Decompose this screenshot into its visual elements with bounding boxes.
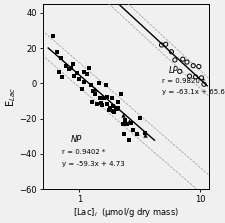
Point (77, 78, 81, 81)
Point (97, 82, 100, 85)
Text: LP: LP (168, 66, 178, 75)
Point (105, 95, 109, 99)
Point (72, 74, 75, 78)
Point (163, 43, 167, 46)
Point (110, 110, 114, 113)
Point (93, 87, 97, 91)
Point (80, 87, 83, 91)
Point (108, 106, 112, 110)
Point (112, 110, 116, 114)
Point (199, 76, 202, 80)
Point (71, 62, 74, 65)
Point (143, 133, 146, 136)
Point (106, 108, 110, 111)
Point (118, 92, 122, 95)
Y-axis label: E$_{Lac}$: E$_{Lac}$ (4, 87, 18, 107)
Point (135, 131, 138, 135)
Point (201, 83, 205, 86)
Text: r = 0.9402 *: r = 0.9402 * (62, 149, 105, 155)
Point (91, 89, 94, 92)
Point (90, 100, 94, 103)
Point (115, 106, 119, 110)
Point (172, 58, 176, 62)
Point (93, 92, 97, 95)
Point (104, 83, 107, 87)
Point (116, 100, 119, 104)
Text: y = -59.3x + 4.73: y = -59.3x + 4.73 (62, 161, 124, 167)
Point (159, 43, 163, 47)
Point (169, 50, 173, 54)
Point (82, 70, 86, 73)
Point (67, 68, 71, 71)
Point (81, 80, 85, 84)
Point (184, 60, 188, 64)
Point (104, 102, 108, 106)
Point (75, 71, 78, 75)
Point (123, 119, 126, 122)
Point (135, 132, 138, 136)
Point (121, 113, 124, 117)
Point (69, 67, 72, 70)
Text: y = -63.1x + 65.6: y = -63.1x + 65.6 (161, 89, 223, 95)
Point (115, 106, 118, 109)
Point (143, 131, 146, 135)
Point (99, 101, 102, 105)
Point (98, 96, 101, 100)
Text: r = 0.9820 *: r = 0.9820 * (161, 78, 204, 85)
Point (51, 34, 54, 38)
Point (102, 97, 105, 100)
Point (122, 132, 125, 136)
Point (196, 65, 200, 68)
Point (55, 50, 58, 54)
Point (64, 64, 68, 68)
Point (100, 104, 104, 107)
Point (131, 128, 135, 132)
Point (59, 56, 62, 60)
Point (109, 96, 113, 99)
Point (187, 74, 191, 78)
Point (127, 138, 131, 142)
Point (129, 121, 133, 124)
Point (87, 66, 90, 70)
Point (113, 107, 117, 110)
Point (108, 106, 112, 109)
Point (95, 102, 99, 106)
Point (57, 70, 61, 74)
Point (100, 95, 104, 98)
Point (60, 75, 64, 78)
X-axis label: [Lac]$_i$  (μmol/g dry mass): [Lac]$_i$ (μmol/g dry mass) (73, 206, 179, 219)
Point (85, 72, 88, 76)
Point (180, 57, 184, 61)
Point (111, 104, 114, 107)
Point (177, 70, 181, 73)
Point (193, 75, 196, 79)
Point (125, 122, 129, 126)
Point (127, 119, 131, 123)
Text: NP: NP (71, 135, 82, 144)
Point (121, 122, 124, 126)
Point (89, 83, 92, 87)
Point (138, 116, 142, 120)
Point (191, 64, 194, 67)
